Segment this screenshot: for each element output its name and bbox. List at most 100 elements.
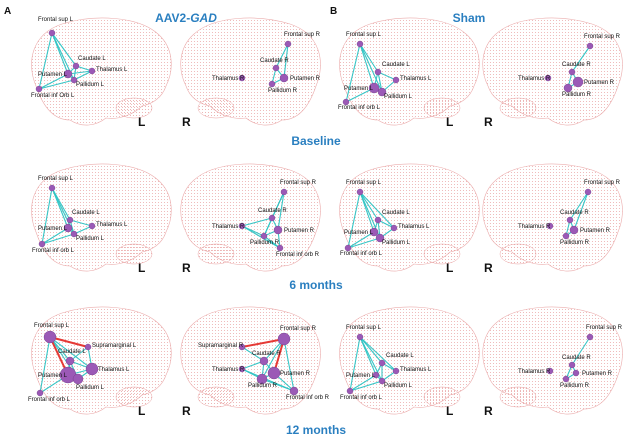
- edge-fs-th: [49, 336, 93, 370]
- node-cd: [272, 64, 280, 72]
- node-fo: [276, 244, 284, 252]
- region-label-frontal_inf_orb_L: Frontal inf orb L: [338, 105, 381, 111]
- edge-pa-fo: [349, 380, 383, 392]
- region-label-pallidum_R: Pallidum R: [250, 240, 280, 246]
- edge-fs-fo: [41, 187, 53, 245]
- edge-fs-fo: [283, 338, 295, 392]
- edge-pa-fo: [347, 237, 381, 249]
- node-th: [544, 74, 552, 82]
- region-label-supramarginal_L: Supramarginal L: [92, 343, 137, 349]
- group-title-aav2-gad: AAV2-GAD: [155, 11, 217, 25]
- cerebellum-panel-6: [423, 243, 461, 265]
- node-pa: [72, 373, 84, 385]
- region-label-frontal_sup_L: Frontal sup L: [346, 32, 382, 38]
- side-letter-r: R: [182, 261, 191, 275]
- node-fs: [284, 40, 292, 48]
- timepoint-label-12-months: 12 months: [286, 423, 346, 437]
- side-letter-r: R: [484, 261, 493, 275]
- region-label-frontal_inf_orb_L: Frontal inf orb L: [28, 397, 71, 403]
- node-fs: [356, 188, 364, 196]
- edge-fs-cd: [359, 191, 379, 221]
- cerebellum-panel-4: [115, 243, 153, 265]
- node-fs: [280, 188, 288, 196]
- edge-fs-cd: [51, 32, 77, 67]
- region-label-pallidum_L: Pallidum L: [76, 385, 105, 391]
- region-label-putamen_L: Putamen L: [38, 72, 68, 78]
- cerebellum-panel-11: [499, 386, 537, 408]
- side-letter-r: R: [484, 115, 493, 129]
- region-label-putamen_R: Putamen R: [584, 80, 615, 86]
- region-label-thalamus_R: Thalamus R: [212, 224, 245, 230]
- node-cd: [374, 216, 382, 224]
- node-th: [85, 362, 99, 376]
- edge-pu-fo: [345, 87, 375, 103]
- region-label-pallidum_R: Pallidum R: [560, 383, 590, 389]
- edge-pa-fo: [41, 233, 75, 245]
- edge-fs-cd: [359, 336, 383, 364]
- edge-cd-pa: [263, 217, 273, 237]
- edge-strong-fs-sm: [49, 336, 89, 348]
- region-label-putamen_L: Putamen L: [344, 86, 374, 92]
- region-label-frontal_sup_L: Frontal sup L: [38, 176, 74, 182]
- region-label-thalamus_R: Thalamus R: [212, 76, 245, 82]
- region-label-pallidum_R: Pallidum R: [248, 383, 278, 389]
- edge-fs-fo: [349, 336, 361, 392]
- region-label-putamen_R: Putamen R: [290, 76, 321, 82]
- edge-fs-pa: [261, 338, 285, 380]
- region-label-putamen_L: Putamen L: [38, 226, 68, 232]
- region-label-caudate_R: Caudate R: [258, 208, 287, 214]
- region-label-putamen_R: Putamen R: [582, 371, 613, 377]
- node-fs: [586, 42, 594, 50]
- edge-pu-fo: [347, 231, 375, 249]
- side-letter-l: L: [446, 261, 453, 275]
- region-label-putamen_L: Putamen L: [38, 373, 68, 379]
- panel-letter-a: A: [4, 6, 11, 17]
- edge-fs-cd: [359, 43, 379, 73]
- region-label-thalamus_R: Thalamus R: [212, 367, 245, 373]
- region-label-thalamus_L: Thalamus L: [96, 222, 128, 228]
- node-fs: [356, 333, 364, 341]
- region-label-frontal_sup_R: Frontal sup R: [280, 180, 317, 186]
- region-label-frontal_inf_orb_L: Frontal inf orb L: [340, 251, 383, 257]
- node-th: [546, 222, 554, 230]
- node-pa: [378, 377, 386, 385]
- region-label-putamen_R: Putamen R: [284, 228, 315, 234]
- edge-sm-cd: [241, 346, 265, 362]
- node-cd: [268, 214, 276, 222]
- edge-fs-pu: [359, 43, 375, 89]
- region-label-thalamus_R: Thalamus R: [518, 369, 551, 375]
- node-sm: [238, 343, 246, 351]
- region-label-frontal_sup_R: Frontal sup R: [280, 326, 317, 332]
- region-label-frontal_sup_L: Frontal sup L: [38, 17, 74, 23]
- region-label-frontal_inf_orb_L: Frontal inf orb L: [32, 248, 75, 254]
- region-label-caudate_R: Caudate R: [252, 351, 281, 357]
- edge-cd-th: [69, 219, 93, 227]
- region-label-frontal_sup_L: Frontal sup L: [346, 180, 382, 186]
- node-th: [392, 367, 400, 375]
- edge-th-fo: [241, 368, 295, 392]
- node-pa: [563, 83, 573, 93]
- edge-fs-cd: [275, 43, 289, 69]
- edge-pu-fo: [349, 374, 377, 392]
- region-label-frontal_sup_L: Frontal sup L: [346, 325, 382, 331]
- node-sm: [84, 343, 92, 351]
- region-label-pallidum_R: Pallidum R: [268, 88, 298, 94]
- region-label-thalamus_L: Thalamus L: [96, 67, 128, 73]
- edge-fs-th: [359, 336, 397, 372]
- node-th: [238, 74, 246, 82]
- edge-fs-pu: [277, 191, 285, 231]
- edge-pu-fo: [41, 227, 69, 245]
- node-fo: [35, 85, 43, 93]
- edge-fs-fo: [347, 191, 361, 249]
- edge-fs-pu: [283, 43, 289, 79]
- region-label-pallidum_L: Pallidum L: [76, 236, 105, 242]
- region-label-pallidum_R: Pallidum R: [562, 92, 592, 98]
- edge-cd-th: [241, 217, 273, 227]
- node-pu: [372, 371, 380, 379]
- node-pu: [267, 366, 281, 380]
- cerebellum-panel-9: [197, 386, 235, 408]
- region-label-frontal_sup_R: Frontal sup R: [584, 180, 621, 186]
- node-pa: [562, 375, 570, 383]
- region-label-thalamus_R: Thalamus R: [518, 224, 551, 230]
